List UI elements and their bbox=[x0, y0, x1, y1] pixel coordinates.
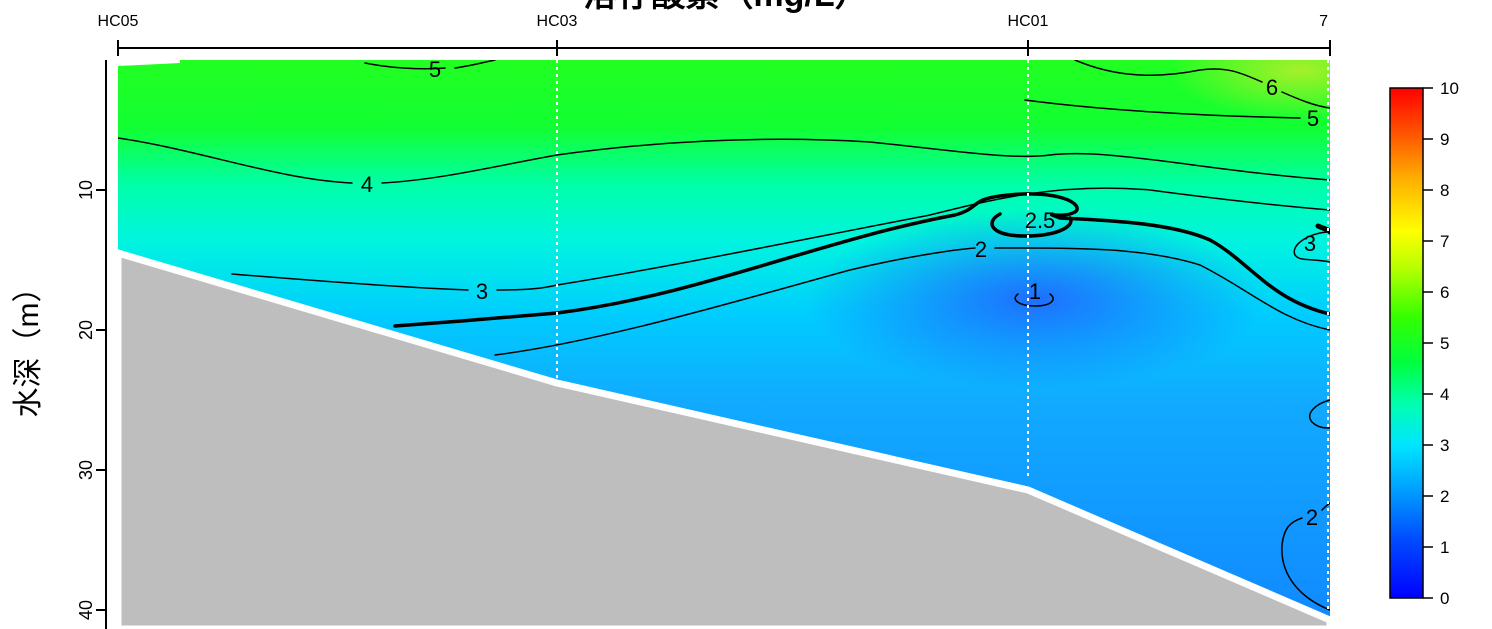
contour-label: 2.5 bbox=[1025, 208, 1056, 233]
colorbar-tick-label: 3 bbox=[1440, 436, 1449, 455]
depth-tick-label: 30 bbox=[76, 460, 96, 480]
station-label: HC01 bbox=[1008, 13, 1049, 30]
contour-label: 1 bbox=[1029, 279, 1041, 304]
contour-2-right-loop bbox=[1309, 399, 1330, 429]
colorbar-tick-label: 4 bbox=[1440, 385, 1449, 404]
contour-label: 3 bbox=[1304, 231, 1316, 256]
depth-tick-label: 20 bbox=[76, 320, 96, 340]
contour-label: 3 bbox=[476, 279, 488, 304]
top-axis: HC05 HC03 HC01 7 bbox=[98, 13, 1331, 56]
contour-label: 2 bbox=[975, 237, 987, 262]
contour-3-right bbox=[1293, 231, 1330, 263]
station-label: HC03 bbox=[537, 13, 578, 30]
contour-1-loop bbox=[1014, 293, 1054, 307]
colorbar-tick-label: 8 bbox=[1440, 181, 1449, 200]
contour-5-right bbox=[1024, 99, 1301, 119]
contour-label-layer: 5 4 3 2 1 2.5 6 5 3 2 bbox=[361, 57, 1319, 530]
colorbar-tick-label: 6 bbox=[1440, 283, 1449, 302]
contour-label: 6 bbox=[1266, 75, 1278, 100]
station-lines bbox=[556, 60, 1329, 612]
contour-lines bbox=[118, 60, 1330, 611]
contour-4 bbox=[118, 137, 353, 184]
colorbar-tick-label: 7 bbox=[1440, 232, 1449, 251]
colorbar-tick-label: 0 bbox=[1440, 589, 1449, 608]
high-do-patch bbox=[1170, 60, 1330, 120]
colorbar-tick-label: 1 bbox=[1440, 538, 1449, 557]
seabed bbox=[118, 249, 1330, 629]
contour-label: 4 bbox=[361, 172, 373, 197]
contour-label: 2 bbox=[1306, 505, 1318, 530]
contour-2-5-loop bbox=[990, 212, 1073, 238]
contour-6 bbox=[1074, 60, 1263, 83]
contour-3-left bbox=[231, 273, 469, 291]
y-axis-label: 水深（m） bbox=[12, 273, 45, 418]
colorbar-tick-label: 9 bbox=[1440, 130, 1449, 149]
contour-label: 5 bbox=[429, 57, 441, 82]
colorbar-tick-label: 5 bbox=[1440, 334, 1449, 353]
contour-2-5-main bbox=[393, 192, 1330, 328]
colorbar: 0 1 2 3 4 5 6 7 8 9 10 bbox=[1389, 79, 1459, 608]
left-axis: 10 20 30 40 水深（m） bbox=[12, 60, 107, 629]
contour-5-top bbox=[364, 62, 446, 70]
plot-area: 5 4 3 2 1 2.5 6 5 3 2 bbox=[118, 57, 1330, 629]
colorbar-tick-label: 2 bbox=[1440, 487, 1449, 506]
depth-tick-label: 40 bbox=[76, 600, 96, 620]
contour-2-bottom bbox=[1281, 517, 1330, 611]
station-label: 7 bbox=[1319, 13, 1328, 30]
contour-2 bbox=[494, 247, 976, 356]
colorbar-ramp bbox=[1389, 87, 1424, 599]
colorbar-tick-label: 10 bbox=[1440, 79, 1459, 98]
chart-title: 溶存酸素（mg/L） bbox=[583, 0, 868, 14]
contour-label: 5 bbox=[1307, 106, 1319, 131]
station-label: HC05 bbox=[98, 13, 139, 30]
depth-tick-label: 10 bbox=[76, 180, 96, 200]
